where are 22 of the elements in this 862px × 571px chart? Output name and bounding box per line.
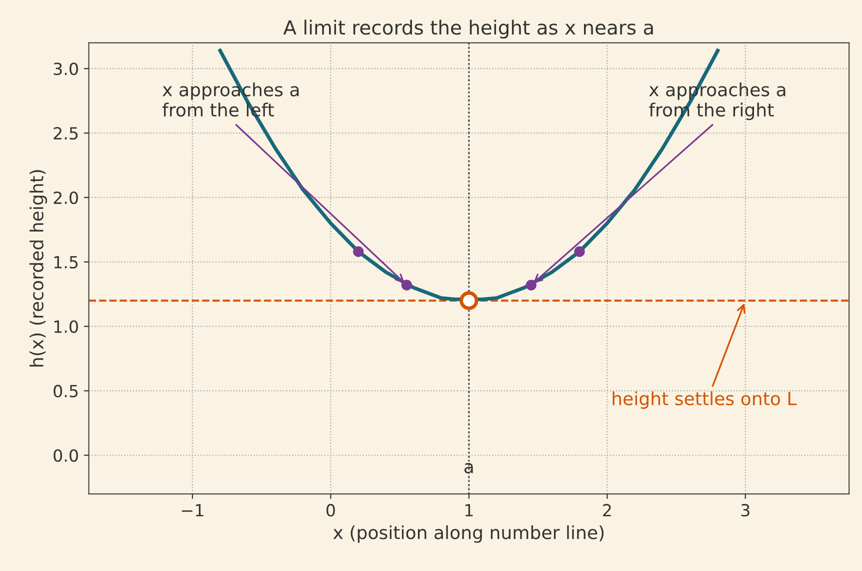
point bbox=[352, 246, 364, 257]
x-tick-label: 2 bbox=[603, 504, 611, 516]
y-tick-label: 0.5 bbox=[54, 384, 78, 398]
annotation: height settles onto L bbox=[612, 391, 797, 409]
y-tick-label: 2.5 bbox=[54, 127, 78, 140]
y-tick-label: 0.0 bbox=[54, 449, 78, 462]
x-tick-label: 1 bbox=[465, 504, 473, 516]
y-tick-label: 1.5 bbox=[54, 256, 78, 268]
x-tick-label: 0 bbox=[326, 504, 335, 517]
point bbox=[401, 280, 412, 290]
point bbox=[526, 280, 536, 290]
x-tick-label: 3 bbox=[741, 504, 750, 517]
point bbox=[574, 246, 585, 257]
chart-title: A limit records the height as x nears a bbox=[283, 20, 653, 39]
point bbox=[460, 291, 478, 310]
y-axis-title: h(x) (recorded height) bbox=[30, 170, 48, 367]
y-tick-label: 1.0 bbox=[54, 320, 78, 333]
y-tick-label: 2.0 bbox=[54, 191, 78, 204]
ref-line-label: a bbox=[464, 463, 473, 474]
y-tick-label: 3.0 bbox=[54, 62, 78, 76]
x-axis-title: x (position along number line) bbox=[333, 525, 604, 543]
x-tick-label: −1 bbox=[182, 504, 204, 516]
